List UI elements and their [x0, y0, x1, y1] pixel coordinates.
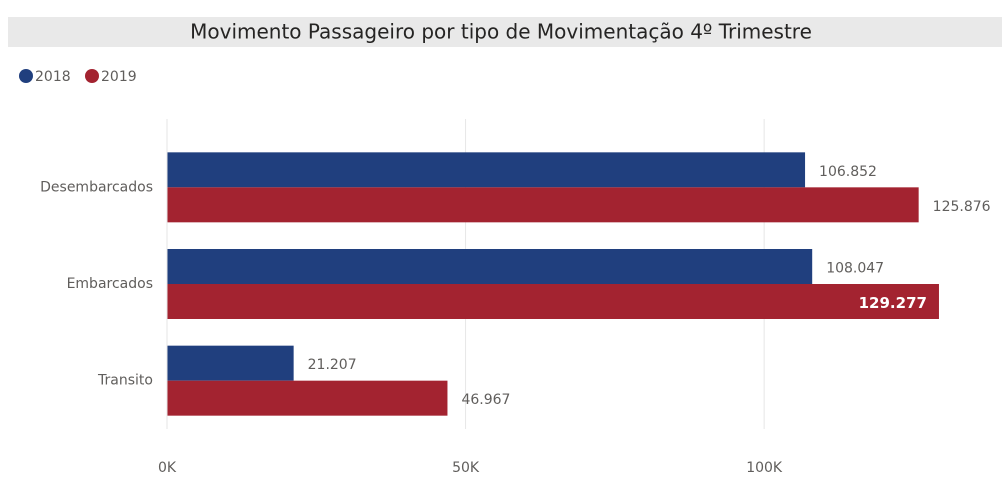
bar [167, 380, 448, 416]
bar [167, 345, 294, 381]
legend-swatch [85, 69, 99, 83]
x-tick-label: 100K [746, 460, 783, 476]
data-label: 108.047 [826, 261, 884, 277]
legend-label: 2019 [101, 69, 137, 85]
legend-label: 2018 [35, 69, 71, 85]
data-label: 21.207 [308, 357, 357, 373]
data-label: 46.967 [461, 392, 510, 408]
legend-swatch [19, 69, 33, 83]
bar [167, 284, 939, 319]
x-tick-label: 0K [158, 460, 177, 476]
bar [167, 152, 806, 188]
y-tick-label: Embarcados [67, 276, 153, 292]
data-label: 125.876 [933, 199, 991, 215]
chart-title: Movimento Passageiro por tipo de Movimen… [190, 20, 812, 44]
y-tick-label: Desembarcados [40, 179, 153, 195]
bar [167, 249, 813, 284]
x-tick-label: 50K [452, 460, 480, 476]
y-tick-label: Transito [97, 373, 153, 389]
data-label: 129.277 [859, 294, 927, 312]
data-label: 106.852 [819, 164, 877, 180]
bar [167, 187, 919, 223]
title-background [8, 17, 1002, 47]
